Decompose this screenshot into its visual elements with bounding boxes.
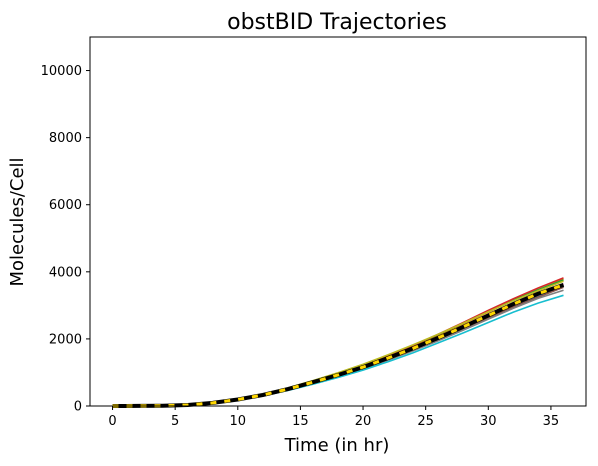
series-line-7 <box>112 282 564 407</box>
y-tick-label: 0 <box>74 400 82 415</box>
y-tick-label: 2000 <box>49 332 82 347</box>
x-axis-label: Time (in hr) <box>284 435 390 456</box>
y-axis-label: Molecules/Cell <box>7 157 28 286</box>
y-tick-label: 4000 <box>49 265 82 280</box>
x-tick-label: 0 <box>108 414 116 429</box>
x-tick-label: 10 <box>230 414 247 429</box>
series-line-3 <box>112 279 564 407</box>
plot-frame <box>89 36 587 407</box>
series-line-5 <box>112 283 564 407</box>
series-line-1 <box>112 285 564 407</box>
mean-dashed-line <box>112 283 564 408</box>
y-axis: 0 2000 4000 6000 8000 10000 <box>41 64 90 415</box>
x-tick-label: 5 <box>171 414 179 429</box>
series-line-9 <box>112 280 564 407</box>
plot-lines <box>112 277 565 408</box>
y-tick-label: 10000 <box>41 64 82 79</box>
mean-line <box>112 283 565 408</box>
y-tick-label: 6000 <box>49 198 82 213</box>
series-line-6 <box>112 286 564 407</box>
y-tick-label: 8000 <box>49 131 82 146</box>
chart-title: obstBID Trajectories <box>227 10 447 35</box>
x-tick-label: 20 <box>355 414 372 429</box>
series-line-2 <box>112 278 564 407</box>
x-tick-label: 25 <box>417 414 434 429</box>
series-line-4 <box>112 277 564 407</box>
x-tick-label: 15 <box>292 414 309 429</box>
x-tick-label: 35 <box>543 414 560 429</box>
x-tick-label: 30 <box>480 414 497 429</box>
x-axis: 0 5 10 15 20 25 30 35 <box>108 406 559 429</box>
